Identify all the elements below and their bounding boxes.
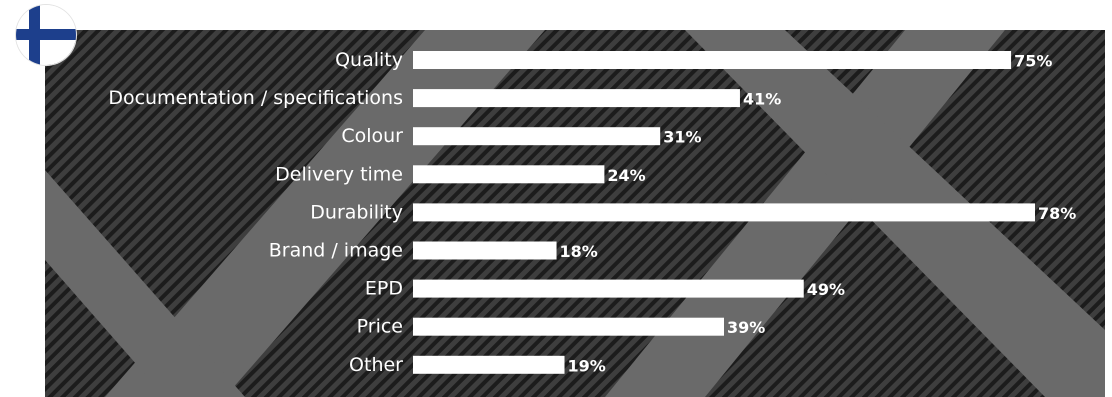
category-label: EPD: [365, 278, 403, 300]
value-label: 75%: [1014, 52, 1052, 71]
background-band: [45, 170, 245, 397]
finland-flag-icon: [16, 5, 76, 65]
bar: [413, 317, 724, 336]
value-label: 19%: [568, 356, 606, 375]
value-label: 31%: [663, 128, 701, 147]
bar: [413, 241, 557, 260]
value-label: 18%: [560, 242, 598, 261]
bar: [413, 355, 565, 374]
bar: [413, 165, 605, 184]
category-label: Documentation / specifications: [108, 87, 403, 109]
value-label: 39%: [727, 318, 765, 337]
bars: Quality 75% Documentation / specifications…: [108, 49, 1076, 376]
bar: [413, 51, 1012, 69]
flag-cross-horizontal: [16, 29, 76, 40]
category-label: Brand / image: [269, 240, 403, 262]
category-label: Delivery time: [275, 163, 403, 185]
bar: [413, 279, 804, 298]
background-band: [105, 30, 545, 397]
value-label: 24%: [607, 166, 645, 185]
category-label: Quality: [335, 49, 403, 71]
value-label: 49%: [807, 280, 845, 299]
category-label: Colour: [341, 125, 403, 147]
bar: [413, 89, 740, 108]
value-label: 78%: [1038, 204, 1076, 223]
bar: [413, 203, 1035, 222]
value-label: 41%: [743, 90, 781, 109]
category-label: Price: [357, 316, 403, 338]
category-label: Other: [349, 354, 403, 376]
category-label: Durability: [310, 201, 403, 223]
bar-chart: Quality 75% Documentation / specifications…: [45, 30, 1105, 397]
bar: [413, 127, 661, 146]
chart-panel: Quality 75% Documentation / specifications…: [45, 30, 1105, 397]
